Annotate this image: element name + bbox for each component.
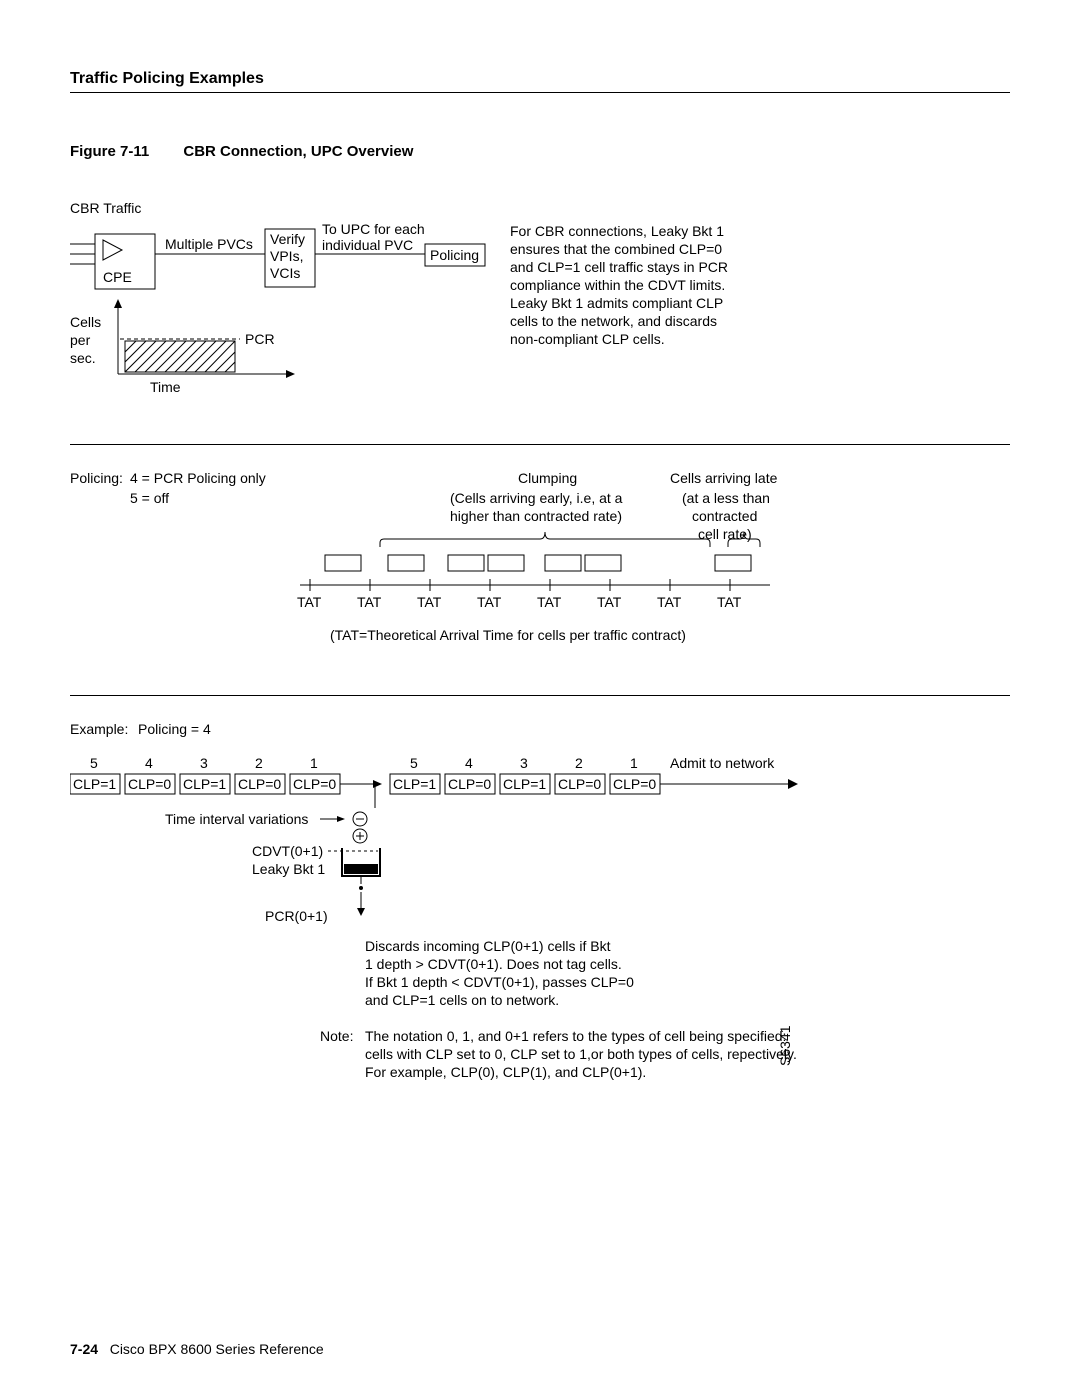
verify-l2: VPIs, — [270, 248, 303, 264]
lc1: CLP=1 — [73, 776, 116, 792]
section3-svg: Example: Policing = 4 5 4 3 2 1 CLP=1 CL… — [70, 716, 1010, 1136]
section3: Example: Policing = 4 5 4 3 2 1 CLP=1 CL… — [70, 716, 1010, 1136]
l-n3: 3 — [200, 755, 208, 771]
note3: For example, CLP(0), CLP(1), and CLP(0+1… — [365, 1064, 646, 1080]
tat-note: (TAT=Theoretical Arrival Time for cells … — [330, 627, 686, 643]
example-val: Policing = 4 — [138, 721, 211, 737]
disc1: Discards incoming CLP(0+1) cells if Bkt — [365, 938, 611, 954]
pcr01: PCR(0+1) — [265, 908, 328, 924]
r-n5: 5 — [410, 755, 418, 771]
header-rule — [70, 92, 1010, 93]
cells2: per — [70, 332, 91, 348]
section1-title: CBR Traffic — [70, 200, 1010, 216]
time-label: Time — [150, 379, 181, 395]
desc2: ensures that the combined CLP=0 — [510, 241, 722, 257]
tat-1: TAT — [297, 594, 322, 610]
rc4: CLP=0 — [558, 776, 601, 792]
verify-l3: VCIs — [270, 265, 300, 281]
cells1: Cells — [70, 314, 101, 330]
desc6: cells to the network, and discards — [510, 313, 717, 329]
r-n2: 2 — [575, 755, 583, 771]
l-n5: 5 — [90, 755, 98, 771]
right-cells: 5 4 3 2 1 CLP=1 CLP=0 CLP=1 CLP=0 CLP=0 — [390, 755, 660, 794]
footer: 7-24 Cisco BPX 8600 Series Reference — [70, 1341, 324, 1357]
figure-number: Figure 7-11 — [70, 143, 149, 160]
desc1: For CBR connections, Leaky Bkt 1 — [510, 224, 724, 239]
note1: The notation 0, 1, and 0+1 refers to the… — [365, 1028, 786, 1044]
figure-caption: CBR Connection, UPC Overview — [183, 143, 413, 160]
late-title: Cells arriving late — [670, 470, 778, 486]
cpe-label: CPE — [103, 269, 132, 285]
tat-8: TAT — [717, 594, 742, 610]
divider-2 — [70, 695, 1010, 696]
note2: cells with CLP set to 0, CLP set to 1,or… — [365, 1046, 797, 1062]
lc4: CLP=0 — [238, 776, 281, 792]
admit: Admit to network — [670, 755, 775, 771]
section1-svg: CPE Multiple PVCs Verify VPIs, VCIs To U… — [70, 224, 1010, 424]
multiple-pvcs: Multiple PVCs — [165, 236, 253, 252]
figure-label: Figure 7-11 CBR Connection, UPC Overview — [70, 143, 1010, 160]
rc3: CLP=1 — [503, 776, 546, 792]
desc3: and CLP=1 cell traffic stays in PCR — [510, 259, 728, 275]
policing-5: 5 = off — [130, 490, 169, 506]
verify-l1: Verify — [270, 231, 305, 247]
lc3: CLP=1 — [183, 776, 226, 792]
desc4: compliance within the CDVT limits. — [510, 277, 725, 293]
left-cells: 5 4 3 2 1 CLP=1 CLP=0 CLP=1 CLP=0 CLP=0 — [70, 755, 340, 794]
note-lbl: Note: — [320, 1028, 353, 1044]
l-n4: 4 — [145, 755, 153, 771]
clumping-title: Clumping — [518, 470, 577, 486]
l-n2: 2 — [255, 755, 263, 771]
policing-4: 4 = PCR Policing only — [130, 470, 266, 486]
pcr-label: PCR — [245, 331, 275, 347]
disc3: If Bkt 1 depth < CDVT(0+1), passes CLP=0 — [365, 974, 634, 990]
section1: CPE Multiple PVCs Verify VPIs, VCIs To U… — [70, 224, 1010, 424]
desc5: Leaky Bkt 1 admits compliant CLP — [510, 295, 723, 311]
tat-2: TAT — [357, 594, 382, 610]
tat-6: TAT — [597, 594, 622, 610]
toupc-l2: individual PVC — [322, 237, 413, 253]
rc1: CLP=1 — [393, 776, 436, 792]
r-n4: 4 — [465, 755, 473, 771]
divider-1 — [70, 444, 1010, 445]
clumping-l1: (Cells arriving early, i.e, at a — [450, 490, 623, 506]
clumping-l2: higher than contracted rate) — [450, 508, 622, 524]
section2-svg: Policing: 4 = PCR Policing only 5 = off … — [70, 465, 1010, 675]
cdvt: CDVT(0+1) — [252, 843, 323, 859]
header-title: Traffic Policing Examples — [70, 70, 1010, 88]
section2: Policing: 4 = PCR Policing only 5 = off … — [70, 465, 1010, 675]
policing-box: Policing — [430, 247, 479, 263]
disc2: 1 depth > CDVT(0+1). Does not tag cells. — [365, 956, 622, 972]
rc5: CLP=0 — [613, 776, 656, 792]
page: Traffic Policing Examples Figure 7-11 CB… — [0, 0, 1080, 1397]
tat-7: TAT — [657, 594, 682, 610]
cells3: sec. — [70, 350, 96, 366]
tat-5: TAT — [537, 594, 562, 610]
r-n1: 1 — [630, 755, 638, 771]
policing-lbl: Policing: — [70, 470, 123, 486]
page-number: 7-24 — [70, 1341, 98, 1357]
tat-3: TAT — [417, 594, 442, 610]
lc2: CLP=0 — [128, 776, 171, 792]
tat-4: TAT — [477, 594, 502, 610]
lc5: CLP=0 — [293, 776, 336, 792]
late-l1: (at a less than — [682, 490, 770, 506]
toupc-l1: To UPC for each — [322, 224, 425, 237]
desc7: non-compliant CLP cells. — [510, 331, 665, 347]
leaky: Leaky Bkt 1 — [252, 861, 325, 877]
rc2: CLP=0 — [448, 776, 491, 792]
l-n1: 1 — [310, 755, 318, 771]
tiv: Time interval variations — [165, 811, 308, 827]
doc-title: Cisco BPX 8600 Series Reference — [110, 1341, 324, 1357]
late-l2: contracted — [692, 508, 757, 524]
watermark: S6341 — [777, 1025, 793, 1066]
disc4: and CLP=1 cells on to network. — [365, 992, 559, 1008]
r-n3: 3 — [520, 755, 528, 771]
example-lbl: Example: — [70, 721, 128, 737]
